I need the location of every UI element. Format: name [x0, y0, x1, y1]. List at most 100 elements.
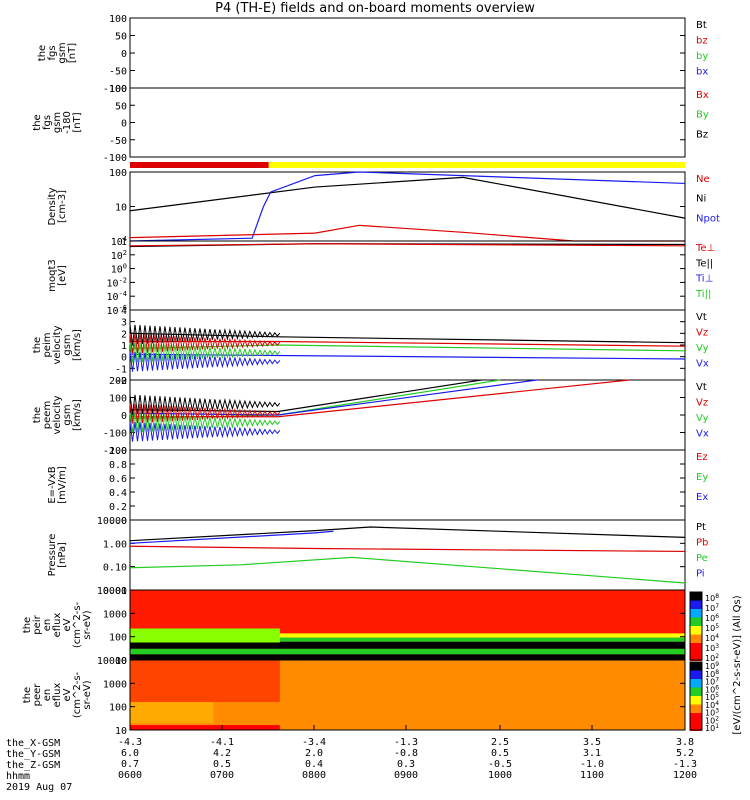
- ytick-label: 1000: [103, 609, 127, 620]
- xtick-label: 1200: [673, 770, 697, 781]
- ylabel-efield: E=-VxB[mV/m]: [47, 466, 68, 504]
- ylabel-line: the: [32, 114, 43, 130]
- legend-temp: Ti⊥: [695, 274, 713, 285]
- ytick-label: 200: [109, 376, 127, 387]
- ytick-label: 1.00: [103, 539, 127, 550]
- ytick-label: 0.6: [109, 474, 127, 485]
- plot-title: P4 (TH-E) fields and on-board moments ov…: [215, 1, 535, 16]
- ytick-label: 1: [121, 341, 127, 352]
- colorbar-seg: [690, 662, 702, 672]
- colorbar-tick-exp: 9: [715, 661, 719, 668]
- ytick-label: 0: [121, 353, 127, 364]
- series-line-peim: [129, 332, 686, 344]
- legend-efield: Ey: [696, 472, 708, 483]
- ylabel-line: peem: [42, 401, 53, 429]
- ytick-exp: 4: [123, 235, 127, 243]
- series-line-pressure: [129, 556, 686, 584]
- xaxis-row-label-y: the_Y-GSM: [6, 749, 61, 760]
- ytick-label: 0.2: [109, 502, 127, 513]
- ytick-label: 50: [115, 32, 127, 43]
- colorbar-frame: [689, 591, 703, 661]
- xtick-label: 5.2: [676, 748, 694, 759]
- ytick-label: 0: [121, 49, 127, 60]
- xtick-label: 2.0: [305, 748, 323, 759]
- ytick-label: 0.10: [103, 563, 127, 574]
- x-axis-labels: the_X-GSM the_Y-GSM the_Z-GSM hhmm 2019 …: [6, 738, 72, 793]
- colorbar-seg: [690, 617, 702, 627]
- ytick-label: 10: [115, 726, 127, 737]
- panel-frame-fgs: [129, 17, 686, 89]
- colorbar-tick: 106: [705, 613, 719, 623]
- legend-peim: Vt: [696, 312, 707, 323]
- legend-peim: Vz: [696, 328, 708, 339]
- colorbar-tick-exp: 3: [715, 708, 719, 715]
- ylabel-line: -180: [62, 111, 73, 134]
- xtick-label: 1000: [488, 770, 512, 781]
- colorbar-tick: 108: [705, 593, 719, 603]
- ylabel-line: moqt3: [47, 259, 58, 292]
- colorbar-tick-exp: 4: [715, 633, 719, 640]
- heatmap-band: [130, 637, 685, 642]
- colorbar-tick-exp: 7: [715, 677, 719, 684]
- xtick-label: -3.4: [302, 737, 326, 748]
- colorbar-tick: 103: [705, 708, 719, 718]
- xtick-label: -1.3: [673, 759, 697, 770]
- legend-peem: Vt: [696, 382, 707, 393]
- series-line-peim: [129, 353, 686, 360]
- ytick-label: 1: [121, 237, 127, 248]
- ylabel-line: fgs: [42, 115, 53, 130]
- ylabel-fgs: thefgsgsm[nT]: [37, 42, 78, 63]
- colorbar-tick: 102: [705, 653, 719, 663]
- heatmap-band: [130, 633, 685, 638]
- xaxis-row-label-hhmm: hhmm: [6, 771, 31, 782]
- panel-frame-fgs2: [129, 87, 686, 158]
- ytick-label: 10: [115, 203, 127, 214]
- ytick-label: -200: [103, 446, 127, 457]
- series-line-peem: [129, 379, 538, 416]
- colorbar-tick: 104: [705, 633, 719, 643]
- xtick-label: -0.8: [394, 748, 418, 759]
- xtick-label: 6.0: [121, 748, 139, 759]
- ylabel-peer: thepeerenefluxeV(cm^2-s-sr-eV): [22, 671, 93, 718]
- heatmap-patch: [130, 660, 280, 702]
- ylabel-peem: thepeemvelocitygsm[km/s]: [32, 395, 83, 434]
- series-line-temp: [129, 243, 686, 247]
- series-line-density: [129, 171, 686, 242]
- noise-peim: [129, 351, 281, 372]
- legend-efield: Ex: [696, 492, 708, 503]
- legend-density: Npot: [696, 213, 720, 224]
- noise-peem: [129, 394, 281, 415]
- panel-frame-pressure: [129, 519, 686, 591]
- ylabel-temp: moqt3[eV]: [47, 259, 68, 292]
- legend-fgs: bz: [696, 36, 708, 47]
- ylabel-density: Density[cm-3]: [47, 187, 68, 225]
- ylabel-line: velocity: [52, 395, 63, 434]
- colorbar-tick: 105: [705, 623, 719, 633]
- colorbar-tick: 107: [705, 677, 719, 687]
- ylabel-line: [cm-3]: [57, 190, 68, 223]
- heatmap-band: [130, 654, 685, 660]
- heatmap-patch: [130, 725, 280, 730]
- panel-frame-temp: [129, 240, 686, 311]
- ylabel-peir: thepeirenefluxeV(cm^2-s-sr-eV): [22, 601, 93, 648]
- panel-frame-peer: [129, 659, 686, 731]
- ytick-label: 10-4: [107, 290, 127, 303]
- ytick-label: -100: [103, 153, 127, 164]
- ylabel-line: (cm^2-s-: [72, 601, 83, 648]
- xtick-label: 0900: [394, 770, 418, 781]
- legend-peem: Vz: [696, 398, 708, 409]
- ytick-label: 10000: [97, 586, 127, 597]
- ylabel-line: the: [32, 407, 43, 423]
- ytick-label: 4: [121, 306, 127, 317]
- heatmap-band: [130, 641, 685, 649]
- panel-frame-efield: [129, 449, 686, 521]
- ylabel-line: the: [22, 617, 33, 633]
- xaxis-row-label-z: the_Z-GSM: [6, 760, 61, 771]
- ytick-label: 100: [109, 633, 127, 644]
- series-line-peem: [129, 379, 482, 413]
- ylabel-line: gsm: [57, 42, 68, 63]
- series-line-pressure: [129, 526, 686, 542]
- noise-peim: [129, 333, 281, 354]
- colorbar-tick-exp: 5: [715, 692, 719, 699]
